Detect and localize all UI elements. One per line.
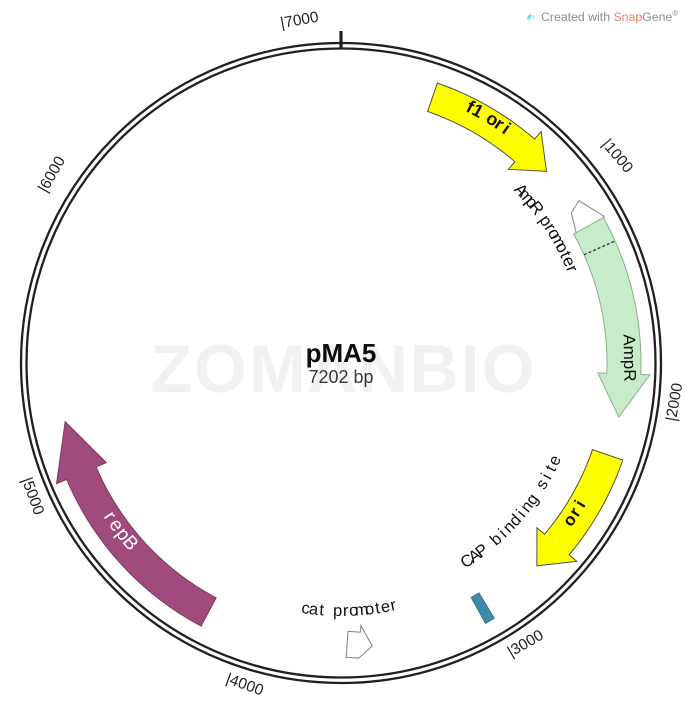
svg-text:|6000: |6000 — [35, 153, 69, 195]
svg-text:|1000: |1000 — [598, 136, 636, 177]
svg-text:p: p — [333, 602, 342, 620]
svg-text:|4000: |4000 — [224, 670, 266, 699]
svg-text:|3000: |3000 — [505, 627, 547, 661]
svg-text:|7000: |7000 — [279, 9, 320, 33]
svg-text:t: t — [319, 601, 325, 619]
